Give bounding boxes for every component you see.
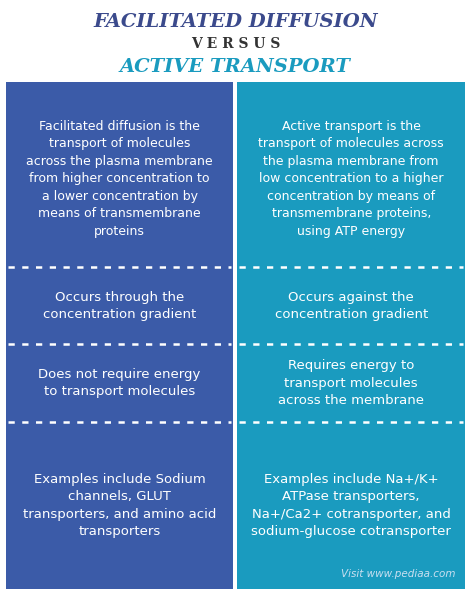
Bar (237, 267, 465, 345)
Bar (237, 345, 465, 422)
Bar (6, 422, 233, 589)
Text: ACTIVE TRANSPORT: ACTIVE TRANSPORT (120, 58, 351, 76)
Text: Occurs against the
concentration gradient: Occurs against the concentration gradien… (274, 290, 428, 321)
Text: Examples include Na+/K+
ATPase transporters,
Na+/Ca2+ cotransporter, and
sodium-: Examples include Na+/K+ ATPase transport… (251, 472, 451, 538)
Text: Examples include Sodium
channels, GLUT
transporters, and amino acid
transporters: Examples include Sodium channels, GLUT t… (23, 472, 216, 538)
Bar (6, 267, 233, 345)
Text: Requires energy to
transport molecules
across the membrane: Requires energy to transport molecules a… (278, 359, 424, 407)
Bar (237, 90, 465, 267)
Bar (237, 422, 465, 589)
Text: Does not require energy
to transport molecules: Does not require energy to transport mol… (38, 368, 201, 398)
Text: Active transport is the
transport of molecules across
the plasma membrane from
l: Active transport is the transport of mol… (258, 120, 444, 237)
Text: Facilitated diffusion is the
transport of molecules
across the plasma membrane
f: Facilitated diffusion is the transport o… (26, 120, 213, 237)
Bar (6, 90, 233, 267)
Text: Occurs through the
concentration gradient: Occurs through the concentration gradien… (43, 290, 196, 321)
Text: FACILITATED DIFFUSION: FACILITATED DIFFUSION (93, 13, 378, 31)
Bar (6, 345, 233, 422)
Bar (6, 82, 233, 90)
Text: Visit www.pediaa.com: Visit www.pediaa.com (341, 569, 456, 579)
Bar (237, 82, 465, 90)
Text: V E R S U S: V E R S U S (191, 37, 280, 51)
